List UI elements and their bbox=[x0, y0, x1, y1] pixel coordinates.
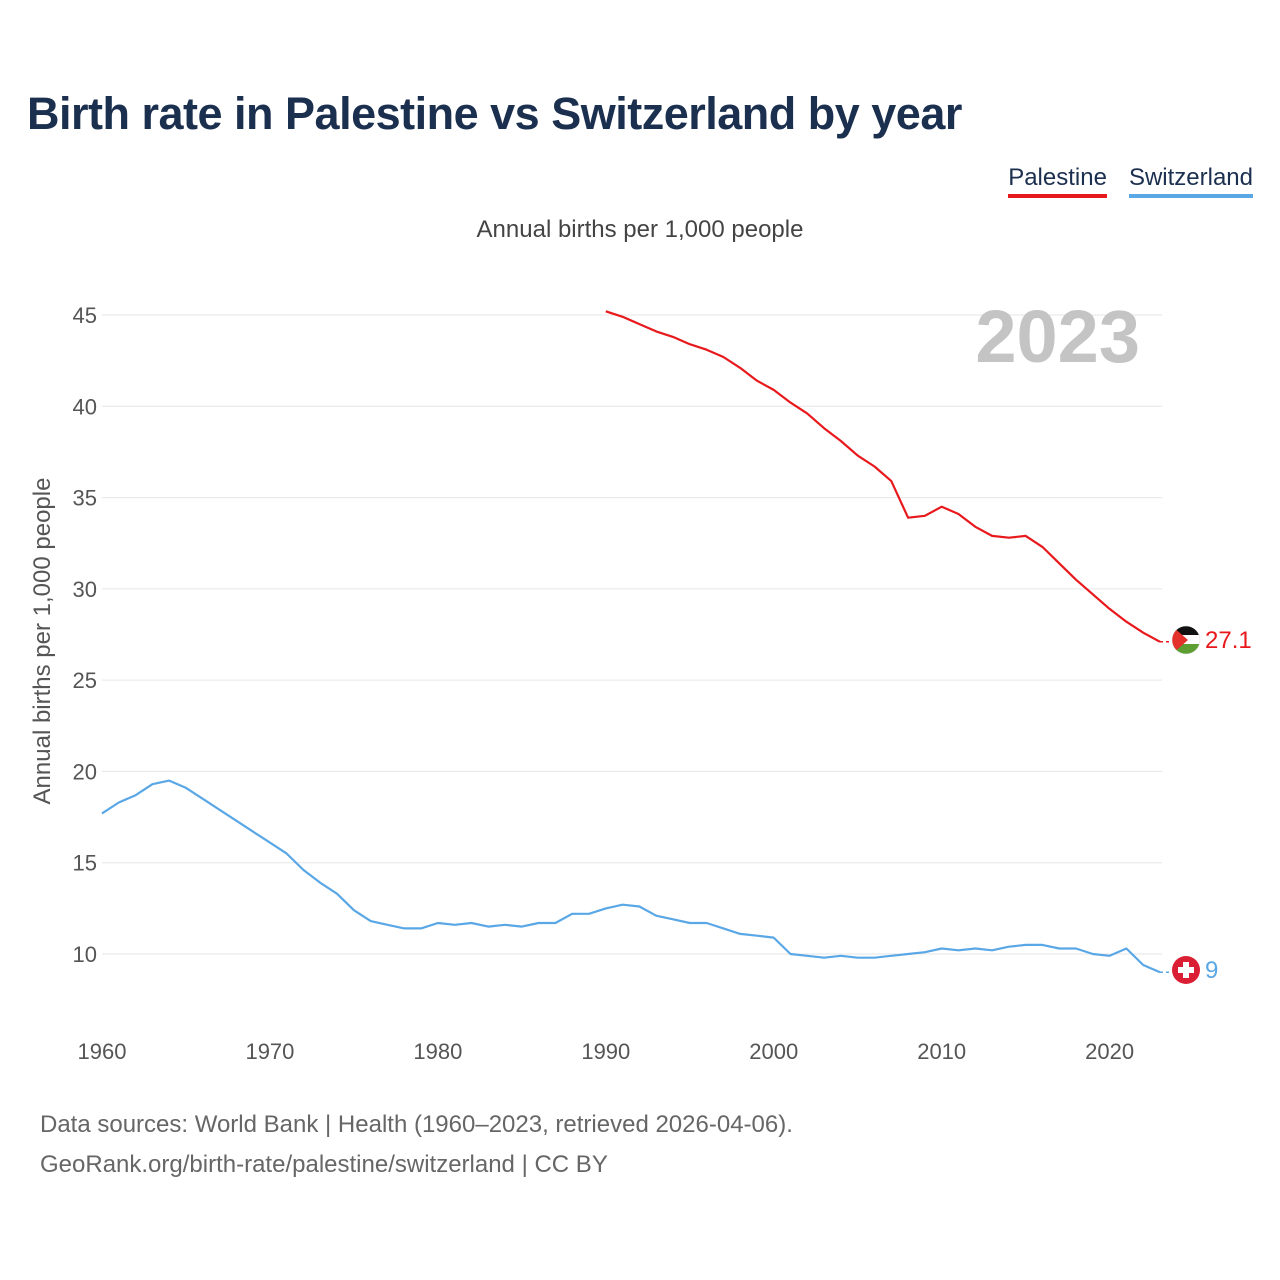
y-tick-label: 30 bbox=[73, 577, 97, 602]
chart-subtitle: Annual births per 1,000 people bbox=[476, 216, 804, 243]
legend-item-switzerland[interactable]: Switzerland bbox=[1128, 164, 1253, 198]
line-chart: 10 15 20 25 30 35 40 45 1960 1970 1980 1990 2000 201… bbox=[29, 295, 1252, 1064]
x-axis-ticks: 1960 1970 1980 1990 2000 2010 2020 bbox=[78, 1039, 1135, 1064]
y-tick-label: 10 bbox=[73, 942, 97, 967]
legend-item-palestine[interactable]: Palestine bbox=[1008, 164, 1107, 198]
x-tick-label: 1980 bbox=[413, 1039, 462, 1064]
chart-title: Birth rate in Palestine vs Switzerland b… bbox=[27, 88, 962, 139]
switzerland-end-value: 9 bbox=[1205, 957, 1218, 984]
year-watermark: 2023 bbox=[975, 295, 1140, 378]
y-tick-label: 25 bbox=[73, 668, 97, 693]
y-axis-label: Annual births per 1,000 people bbox=[29, 478, 56, 805]
x-tick-label: 2010 bbox=[917, 1039, 966, 1064]
y-tick-label: 40 bbox=[73, 394, 97, 419]
x-tick-label: 2000 bbox=[749, 1039, 798, 1064]
gridlines bbox=[102, 314, 1162, 955]
footer: Data sources: World Bank | Health (1960–… bbox=[40, 1105, 793, 1185]
y-tick-label: 45 bbox=[73, 303, 97, 328]
legend: Palestine Switzerland bbox=[1008, 164, 1253, 198]
series-line-palestine[interactable] bbox=[605, 310, 1161, 643]
series-line-switzerland[interactable] bbox=[101, 779, 1161, 974]
palestine-end-value: 27.1 bbox=[1205, 627, 1252, 654]
switzerland-flag-icon bbox=[1172, 956, 1200, 984]
series-lines bbox=[101, 310, 1172, 974]
x-tick-label: 1990 bbox=[581, 1039, 630, 1064]
y-axis-ticks: 10 15 20 25 30 35 40 45 bbox=[73, 303, 97, 967]
x-tick-label: 1970 bbox=[245, 1039, 294, 1064]
end-markers bbox=[1171, 625, 1201, 984]
y-tick-label: 15 bbox=[73, 851, 97, 876]
y-tick-label: 20 bbox=[73, 759, 97, 784]
source-url: GeoRank.org/birth-rate/palestine/switzer… bbox=[40, 1151, 608, 1178]
data-sources: Data sources: World Bank | Health (1960–… bbox=[40, 1111, 793, 1138]
x-tick-label: 1960 bbox=[78, 1039, 127, 1064]
palestine-flag-icon bbox=[1171, 625, 1201, 655]
x-tick-label: 2020 bbox=[1085, 1039, 1134, 1064]
y-tick-label: 35 bbox=[73, 486, 97, 511]
